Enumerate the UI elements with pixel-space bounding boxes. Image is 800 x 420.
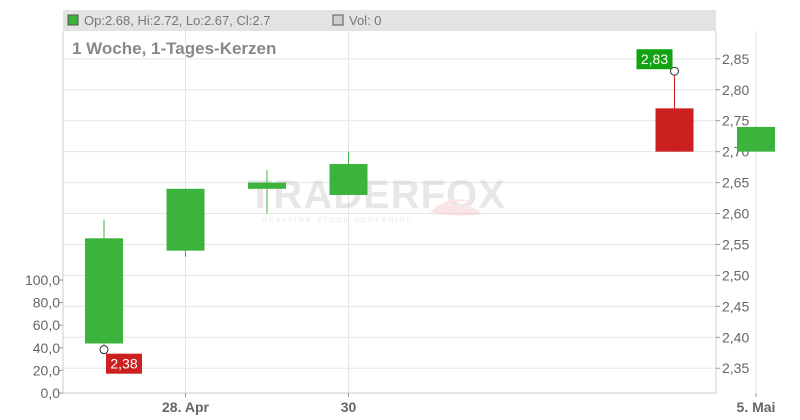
candle-body [329,164,368,195]
candle [85,219,123,350]
volume-tick-label: 20,0 [33,362,60,378]
volume-axis: 0,0 20,0 40,0 60,0 80,0 100,0 [25,272,63,401]
candle-body [655,108,694,152]
candle-body [248,182,286,189]
price-axis: 2,352,402,452,502,552,602,652,702,752,80… [716,51,749,376]
candle-body [85,238,123,344]
candle-body [737,126,775,152]
gridlines [62,31,757,394]
marker-label-bg [636,49,673,70]
candles-group [85,71,775,350]
price-tick-label: 2,55 [722,236,749,252]
price-tick-label: 2,40 [722,329,749,345]
ohlc-legend-swatch [67,14,79,26]
volume-legend-text: Vol: 0 [349,13,382,28]
candle [737,126,775,152]
candle [166,188,205,257]
price-tick-label: 2,35 [722,360,749,376]
volume-tick-label: 80,0 [33,295,60,311]
marker-label: 2,83 [641,51,668,67]
price-tick-label: 2,45 [722,298,749,314]
price-tick-label: 2,80 [722,82,749,98]
price-tick-label: 2,85 [722,51,749,67]
marker-dot [99,345,109,355]
header-bar [63,10,716,31]
price-tick-label: 2,75 [722,113,749,129]
x-tick-label: 30 [341,399,357,415]
volume-tick-label: 0,0 [41,385,61,401]
markers-group: 2,83 2,38 [99,49,679,374]
candle [248,170,286,214]
price-tick-label: 2,60 [722,206,749,222]
price-tick-label: 2,50 [722,267,749,283]
volume-tick-label: 60,0 [33,317,60,333]
watermark-tagline: REALTIME STOCK SCREENING [262,217,414,224]
fox-icon [430,199,482,216]
candle [655,71,694,152]
candle-body [166,188,205,251]
x-tick-label: 28. Apr [162,399,209,415]
volume-tick-label: 100,0 [25,272,60,288]
volume-legend-swatch [332,14,344,26]
x-tick-label: 5. Mai [737,399,776,415]
chart-title: 1 Woche, 1-Tages-Kerzen [72,39,276,58]
watermark-brand: TRADERFOX [248,173,506,217]
candle [329,151,368,195]
low-marker: 2,38 [99,345,142,374]
marker-label-bg [106,353,142,374]
ohlc-legend-text: Op:2.68, Hi:2.72, Lo:2.67, Cl:2.7 [84,13,270,28]
high-marker: 2,83 [636,49,679,76]
price-tick-label: 2,65 [722,175,749,191]
marker-label: 2,38 [110,356,137,372]
watermark-logo: TRADERFOX REALTIME STOCK SCREENING [248,173,506,224]
volume-tick-label: 40,0 [33,340,60,356]
